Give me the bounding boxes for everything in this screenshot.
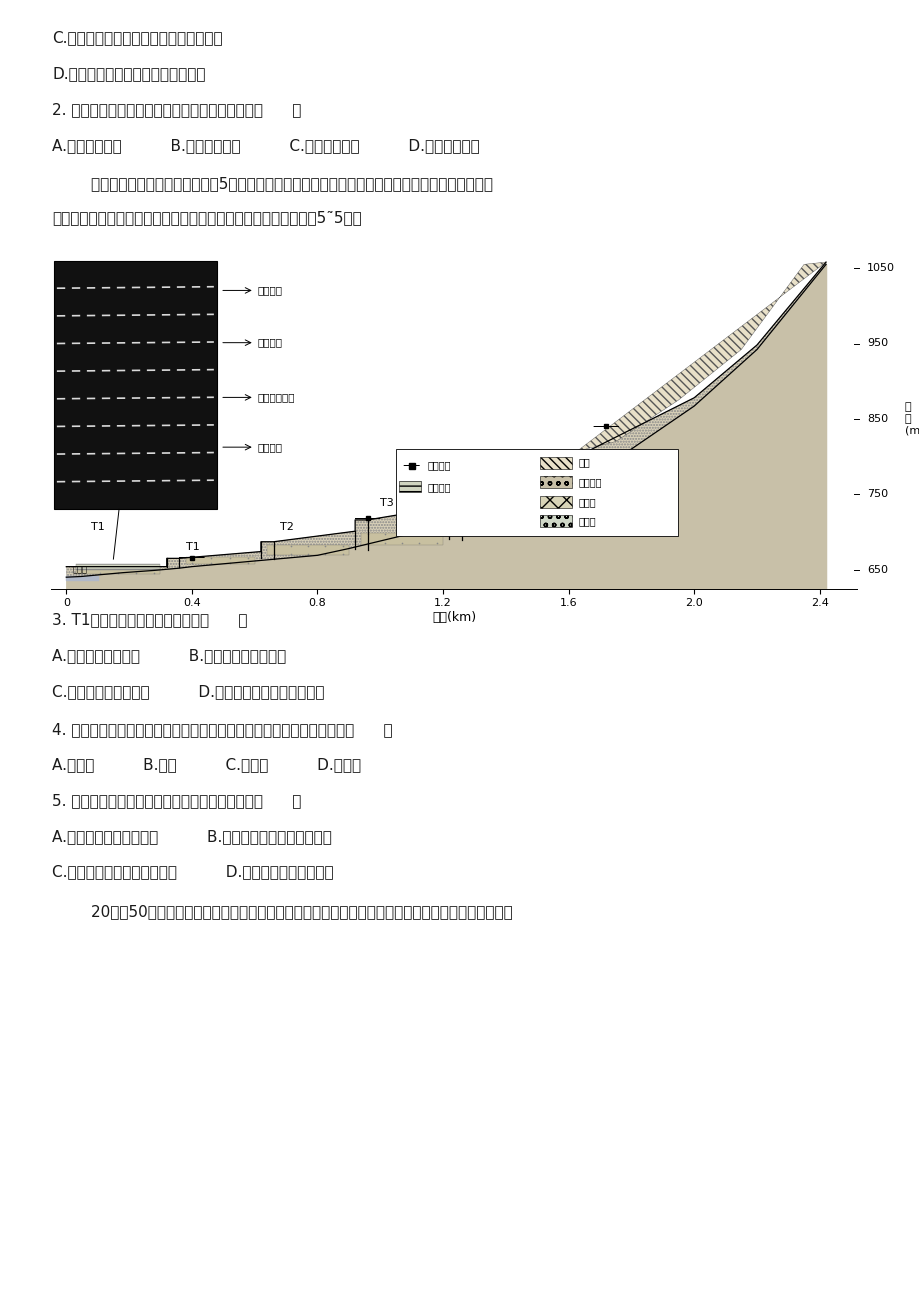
Bar xyxy=(395,449,677,535)
Bar xyxy=(267,544,348,556)
Text: 河流碎石: 河流碎石 xyxy=(257,285,282,296)
Bar xyxy=(75,566,160,574)
Bar xyxy=(399,482,421,492)
Text: 650: 650 xyxy=(866,565,887,574)
Text: 金沙江: 金沙江 xyxy=(73,565,87,574)
Polygon shape xyxy=(66,262,825,577)
Text: C.气候的干湿冷暖变化          D.海平面变化引起的海陆变迁: C.气候的干湿冷暖变化 D.海平面变化引起的海陆变迁 xyxy=(52,684,324,699)
Text: 750: 750 xyxy=(866,490,887,499)
Text: 河漫滩相沉积: 河漫滩相沉积 xyxy=(257,392,295,402)
Text: 测年位置: 测年位置 xyxy=(426,461,450,470)
Text: 湖相沉积: 湖相沉积 xyxy=(257,337,282,348)
Text: T3: T3 xyxy=(380,497,393,508)
Text: A.下切侵蚀和源侵蚀减弱          B.下切侵蚀增强，源侵蚀减弱: A.下切侵蚀和源侵蚀减弱 B.下切侵蚀增强，源侵蚀减弱 xyxy=(52,829,332,844)
Text: C.较低纬度暖空气间歇性北上使大气升温: C.较低纬度暖空气间歇性北上使大气升温 xyxy=(52,30,222,46)
Text: 湖相沉积: 湖相沉积 xyxy=(426,482,450,492)
Bar xyxy=(550,495,618,516)
Text: 不同河湖相堆积。下图为河流阶地断面及地质剖面图。读图，回吷5˜5题。: 不同河湖相堆积。下图为河流阶地断面及地质剖面图。读图，回吷5˜5题。 xyxy=(52,210,361,225)
Text: T1: T1 xyxy=(186,542,199,552)
Text: 5. 湖泊形成后，对河流上游侵蚀状况产生的影响（      ）: 5. 湖泊形成后，对河流上游侵蚀状况产生的影响（ ） xyxy=(52,793,301,809)
Text: A.东北平原地区          B.黄土高原地区          C.华北平原地区          D.云贵高原地区: A.东北平原地区 B.黄土高原地区 C.华北平原地区 D.云贵高原地区 xyxy=(52,138,479,154)
Polygon shape xyxy=(75,564,160,570)
Text: T1: T1 xyxy=(91,522,105,533)
Text: 基岩: 基岩 xyxy=(577,457,589,467)
Text: 湖积物: 湖积物 xyxy=(577,517,595,526)
X-axis label: 距离(km): 距离(km) xyxy=(432,611,475,624)
Text: A.地壳间歇性的抬升          B.河流发育的不同形态: A.地壳间歇性的抬升 B.河流发育的不同形态 xyxy=(52,648,286,663)
Text: 2. 下列地区中，冻雨灾害最有可能发生的地区是（      ）: 2. 下列地区中，冻雨灾害最有可能发生的地区是（ ） xyxy=(52,102,301,117)
Text: 河流砾石: 河流砾石 xyxy=(257,443,282,452)
Text: 1050: 1050 xyxy=(866,263,894,273)
Text: 长江上游金沙江青岗嵂段发育了5级堆积型阶地，指示了中更新世以来该段河谷在发育过程中经历的: 长江上游金沙江青岗嵂段发育了5级堆积型阶地，指示了中更新世以来该段河谷在发育过程… xyxy=(52,176,493,191)
Bar xyxy=(455,516,537,530)
Text: 950: 950 xyxy=(866,339,887,349)
Text: 坡积物: 坡积物 xyxy=(577,497,595,506)
Text: A.构造湖          B.潟湖          C.牛轭湖          D.堰塞湖: A.构造湖 B.潟湖 C.牛轭湖 D.堰塞湖 xyxy=(52,756,361,772)
Bar xyxy=(539,457,571,469)
Bar xyxy=(361,533,443,544)
Text: T4: T4 xyxy=(481,475,494,486)
Bar xyxy=(186,557,255,564)
Bar xyxy=(539,516,571,527)
Text: 850: 850 xyxy=(866,414,887,424)
Text: 河流砾石: 河流砾石 xyxy=(577,478,601,487)
Bar xyxy=(539,496,571,508)
Text: T2: T2 xyxy=(279,522,293,533)
Text: 3. T1阶地剑面沉积物差异指示了（      ）: 3. T1阶地剑面沉积物差异指示了（ ） xyxy=(52,612,247,628)
Text: 海
拔
(m): 海 拔 (m) xyxy=(903,402,919,435)
Text: 20世纪50年代，我国在最大内流河塔里木河流域修筑了一系列水库。水库建成后，河流下游水量逐渐: 20世纪50年代，我国在最大内流河塔里木河流域修筑了一系列水库。水库建成后，河流… xyxy=(52,904,512,919)
Polygon shape xyxy=(555,262,825,467)
Text: 4. 湖相沉积层表明该地曾经是古湖泊。根据成因分类，古湖泊最可能是（      ）: 4. 湖相沉积层表明该地曾经是古湖泊。根据成因分类，古湖泊最可能是（ ） xyxy=(52,723,392,737)
Text: C.下切侵蚀减弱，源侵蚀增强          D.下切侵蚀和源侵蚀增强: C.下切侵蚀减弱，源侵蚀增强 D.下切侵蚀和源侵蚀增强 xyxy=(52,865,334,879)
Bar xyxy=(539,477,571,488)
Text: D.近地面大气大量吸收海洋辐射升温: D.近地面大气大量吸收海洋辐射升温 xyxy=(52,66,205,81)
Bar xyxy=(53,260,217,509)
